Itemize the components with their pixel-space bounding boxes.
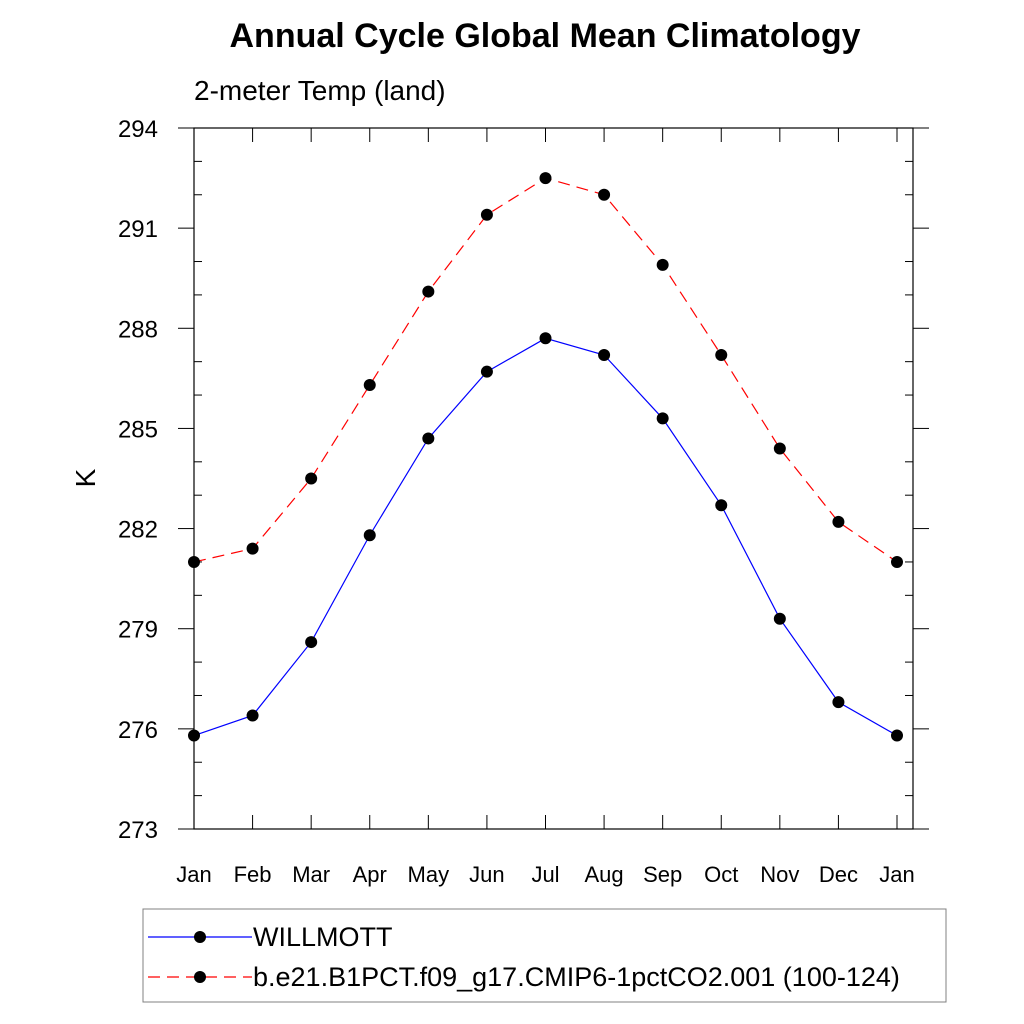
series-2-point bbox=[539, 172, 552, 185]
y-tick-label: 279 bbox=[118, 617, 158, 644]
series-line-2 bbox=[193, 177, 898, 563]
y-tick-label: 285 bbox=[118, 416, 158, 443]
series-1-point bbox=[480, 365, 493, 378]
y-tick-label: 288 bbox=[118, 316, 158, 343]
y-tick-label: 291 bbox=[118, 216, 158, 243]
x-tick-label: May bbox=[408, 862, 450, 887]
series-1-point bbox=[598, 348, 611, 361]
legend: WILLMOTT b.e21.B1PCT.f09_g17.CMIP6-1pctCO… bbox=[142, 908, 947, 1003]
x-tick-label: Aug bbox=[585, 862, 624, 887]
x-tick-label: Jan bbox=[176, 862, 211, 887]
series-2-point bbox=[656, 258, 669, 271]
series-1-point bbox=[422, 432, 435, 445]
y-tick-label: 294 bbox=[118, 116, 158, 143]
series-1-point bbox=[363, 529, 376, 542]
x-tick-label: Jun bbox=[469, 862, 504, 887]
series-layer bbox=[188, 172, 903, 742]
axes: Jan Feb Mar Apr May Jun Jul Aug Sep Oct Nov Dec Jan 2… bbox=[118, 116, 929, 887]
legend-label-2: b.e21.B1PCT.f09_g17.CMIP6-1pctCO2.001 (1… bbox=[253, 962, 900, 992]
y-axis-label: K bbox=[70, 468, 101, 487]
series-2-point bbox=[246, 542, 259, 555]
series-1-point bbox=[188, 729, 200, 742]
legend-marker-1 bbox=[194, 931, 206, 943]
chart-subtitle: 2-meter Temp (land) bbox=[194, 75, 446, 106]
series-1-point bbox=[891, 729, 903, 742]
series-1-point bbox=[715, 499, 728, 512]
x-tick-label: Mar bbox=[292, 862, 330, 887]
series-2-point bbox=[422, 285, 435, 298]
y-tick-label: 273 bbox=[118, 817, 158, 844]
x-tick-label: Apr bbox=[353, 862, 387, 887]
series-1-point bbox=[539, 332, 552, 345]
series-1-point bbox=[305, 636, 318, 649]
series-2-point bbox=[773, 442, 786, 455]
series-2-point bbox=[188, 555, 200, 568]
series-2-point bbox=[305, 472, 318, 485]
x-tick-label: Feb bbox=[234, 862, 272, 887]
x-tick-label: Jan bbox=[879, 862, 914, 887]
x-tick-label: Dec bbox=[819, 862, 858, 887]
series-2-point bbox=[832, 515, 845, 528]
x-tick-label: Jul bbox=[531, 862, 559, 887]
x-tick-label: Sep bbox=[643, 862, 682, 887]
x-tick-label: Nov bbox=[760, 862, 799, 887]
x-tick-label: Oct bbox=[704, 862, 738, 887]
series-line-1 bbox=[193, 337, 898, 737]
series-2-point bbox=[480, 208, 493, 221]
series-2-point bbox=[598, 188, 611, 201]
series-1-point bbox=[656, 412, 669, 425]
plot-frame bbox=[193, 127, 914, 830]
series-2-point bbox=[715, 348, 728, 361]
series-1-point bbox=[773, 612, 786, 625]
series-1-point bbox=[832, 696, 845, 709]
series-1-point bbox=[246, 709, 259, 722]
chart-title: Annual Cycle Global Mean Climatology bbox=[230, 17, 861, 55]
legend-label-1: WILLMOTT bbox=[253, 922, 393, 952]
series-2-point bbox=[363, 379, 376, 392]
series-2-point bbox=[891, 555, 903, 568]
y-tick-label: 276 bbox=[118, 717, 158, 744]
legend-box bbox=[142, 908, 947, 1003]
y-tick-label: 282 bbox=[118, 517, 158, 544]
legend-marker-2 bbox=[194, 971, 206, 983]
